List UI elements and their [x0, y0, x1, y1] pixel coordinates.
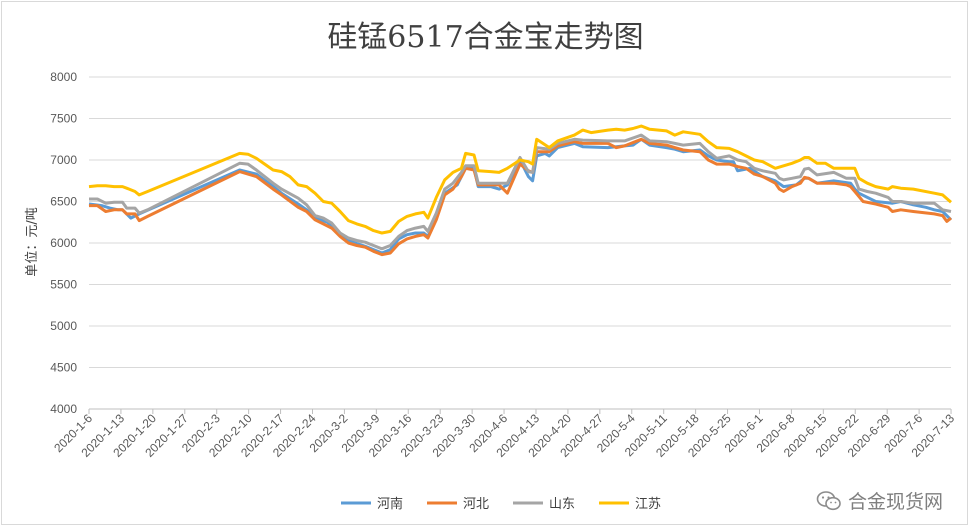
legend: 河南 河北 山东 江苏: [341, 496, 661, 512]
y-tick-label: 5500: [50, 278, 77, 292]
y-tick-label: 7000: [50, 153, 77, 167]
wechat-icon: [816, 490, 841, 510]
legend-label: 河南: [377, 496, 403, 512]
y-tick-label: 8000: [50, 70, 77, 84]
y-axis: 4000 4500 5000 5500 6000 6500 7000 7500 8000: [50, 70, 77, 416]
y-tick-label: 6500: [50, 195, 77, 209]
chart-title: 硅锰6517合金宝走势图: [327, 20, 644, 55]
y-tick-label: 7500: [50, 112, 77, 126]
legend-label: 山东: [549, 497, 575, 512]
y-axis-label: 单位：元/吨: [25, 207, 40, 276]
y-tick-label: 5000: [50, 319, 77, 333]
legend-label: 河北: [463, 497, 489, 512]
watermark: 合金现货网: [816, 487, 943, 514]
legend-label: 江苏: [635, 496, 661, 512]
watermark-text: 合金现货网: [847, 491, 943, 513]
x-axis: 2020-1-62020-1-132020-1-202020-1-272020-…: [51, 408, 957, 460]
series-lines: [88, 124, 953, 257]
y-tick-label: 6000: [50, 236, 77, 250]
gridlines: [89, 76, 951, 410]
series-line-江苏: [88, 124, 952, 235]
y-tick-label: 4000: [50, 402, 77, 416]
series-line-山东: [89, 133, 952, 251]
y-tick-label: 4500: [50, 361, 77, 375]
